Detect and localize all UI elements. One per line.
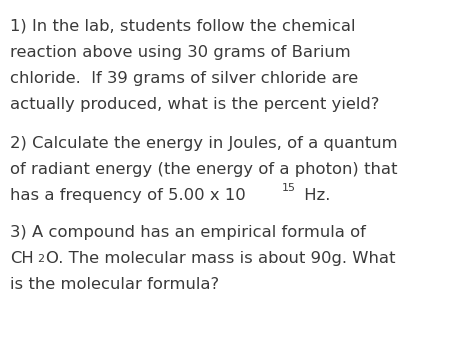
Text: 2: 2	[37, 254, 45, 264]
Text: actually produced, what is the percent yield?: actually produced, what is the percent y…	[10, 97, 379, 112]
Text: chloride.  If 39 grams of silver chloride are: chloride. If 39 grams of silver chloride…	[10, 71, 358, 86]
Text: 3) A compound has an empirical formula of: 3) A compound has an empirical formula o…	[10, 225, 366, 240]
Text: 15: 15	[282, 183, 296, 193]
Text: 2: 2	[37, 254, 45, 264]
Text: 15: 15	[283, 183, 297, 193]
Text: of radiant energy (the energy of a photon) that: of radiant energy (the energy of a photo…	[10, 162, 397, 177]
Text: 1) In the lab, students follow the chemical: 1) In the lab, students follow the chemi…	[10, 19, 356, 33]
Text: reaction above using 30 grams of Barium: reaction above using 30 grams of Barium	[10, 45, 351, 59]
Text: has a frequency of 5.00 x 10: has a frequency of 5.00 x 10	[10, 188, 246, 203]
Text: O. The molecular mass is about 90g. What: O. The molecular mass is about 90g. What	[45, 251, 395, 266]
Text: CH: CH	[10, 251, 34, 266]
Text: 2) Calculate the energy in Joules, of a quantum: 2) Calculate the energy in Joules, of a …	[10, 136, 398, 151]
Text: Hz.: Hz.	[299, 188, 330, 203]
Text: is the molecular formula?: is the molecular formula?	[10, 277, 219, 292]
